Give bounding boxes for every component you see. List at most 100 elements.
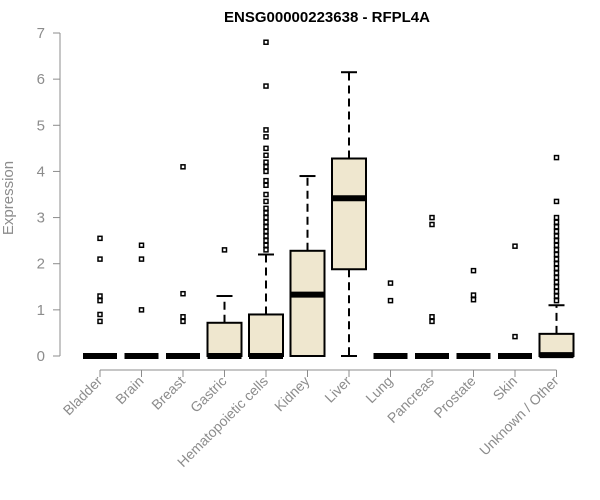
outlier-point [553, 228, 560, 235]
box-group [206, 247, 243, 359]
outlier-point [263, 152, 269, 159]
outlier-point [553, 154, 560, 161]
outlier-point [429, 221, 435, 228]
y-tick-label: 2 [37, 256, 45, 273]
outlier-point [512, 333, 518, 340]
outlier-point [263, 219, 269, 225]
outlier-point [263, 182, 269, 189]
outlier-point [263, 168, 269, 175]
box-group [289, 175, 326, 357]
outlier-point [138, 242, 145, 249]
outlier-point [221, 247, 228, 253]
x-tick-label: Brain [112, 373, 146, 407]
outlier-point [263, 177, 269, 184]
outlier-point [553, 265, 560, 272]
x-tick-label: Skin [490, 373, 521, 404]
outlier-point [263, 39, 269, 45]
outlier-point [553, 237, 560, 244]
outlier-point [553, 270, 560, 276]
outlier-point [553, 284, 560, 290]
outlier-point [553, 233, 560, 239]
chart-title: ENSG00000223638 - RFPL4A [224, 9, 430, 26]
outlier-point [470, 292, 477, 298]
box [248, 313, 284, 358]
x-tick-label: Liver [321, 373, 354, 406]
box-group [124, 242, 159, 359]
box-group [456, 267, 491, 359]
outlier-point [512, 243, 518, 249]
outlier-point [553, 198, 560, 205]
outlier-point [263, 242, 269, 249]
outlier-point [553, 251, 560, 258]
outlier-point [263, 228, 269, 235]
outlier-point [263, 134, 269, 140]
x-tick-label: Prostate [430, 373, 478, 421]
y-tick-label: 6 [37, 71, 45, 88]
x-tick-label: Lung [362, 373, 395, 406]
box-group [373, 280, 408, 359]
outlier-point [263, 127, 269, 133]
outlier-point [470, 267, 477, 274]
outlier-point [553, 293, 560, 299]
outlier-point [553, 260, 560, 267]
box-group [538, 154, 575, 359]
outlier-point [553, 274, 560, 281]
outlier-point [553, 256, 560, 262]
outlier-point [263, 210, 269, 216]
outlier-point [553, 279, 560, 285]
outlier-point [553, 288, 560, 295]
box-group [498, 243, 532, 359]
outlier-point [553, 242, 560, 249]
outlier-point [263, 191, 269, 198]
y-axis: 0 1 2 3 4 5 6 7 [37, 25, 61, 365]
outlier-point [97, 311, 103, 318]
box-group [83, 235, 117, 359]
outlier-point [180, 290, 186, 297]
outlier-point [553, 297, 560, 304]
outlier-point [553, 219, 560, 225]
outlier-point [263, 83, 269, 89]
x-tick-label: Breast [148, 373, 188, 413]
y-tick-label: 5 [37, 117, 45, 134]
outlier-point [180, 318, 186, 325]
outlier-point [180, 314, 186, 320]
y-tick-label: 0 [37, 348, 45, 365]
outlier-point [263, 145, 269, 152]
outlier-point [97, 293, 103, 299]
box-group [248, 39, 284, 359]
box [331, 157, 367, 271]
outlier-point [553, 214, 560, 221]
outlier-point [97, 297, 103, 304]
outlier-point [553, 224, 560, 230]
plot-area [83, 39, 575, 359]
x-tick-label: Unknown / Other [476, 373, 562, 459]
outlier-point [180, 164, 186, 170]
box-group [331, 71, 367, 357]
outlier-point [263, 224, 269, 230]
x-tick-label: Kidney [271, 373, 313, 415]
outlier-point [263, 247, 269, 253]
outlier-point [97, 318, 103, 325]
outlier-point [138, 307, 145, 313]
outlier-point [138, 256, 145, 262]
outlier-point [387, 297, 394, 304]
outlier-point [263, 164, 269, 170]
box [289, 249, 326, 357]
y-tick-label: 7 [37, 25, 45, 42]
outlier-point [553, 247, 560, 253]
outlier-point [263, 233, 269, 239]
outlier-point [429, 214, 435, 221]
y-tick-label: 3 [37, 210, 45, 227]
box-group [415, 214, 449, 359]
outlier-point [97, 235, 103, 242]
box-group [166, 164, 200, 359]
outlier-point [263, 159, 269, 165]
outlier-point [97, 256, 103, 262]
y-tick-label: 1 [37, 302, 45, 319]
y-tick-label: 4 [37, 163, 45, 180]
outlier-point [429, 318, 435, 325]
x-tick-label: Bladder [60, 373, 106, 419]
y-axis-label: Expression [0, 161, 17, 235]
